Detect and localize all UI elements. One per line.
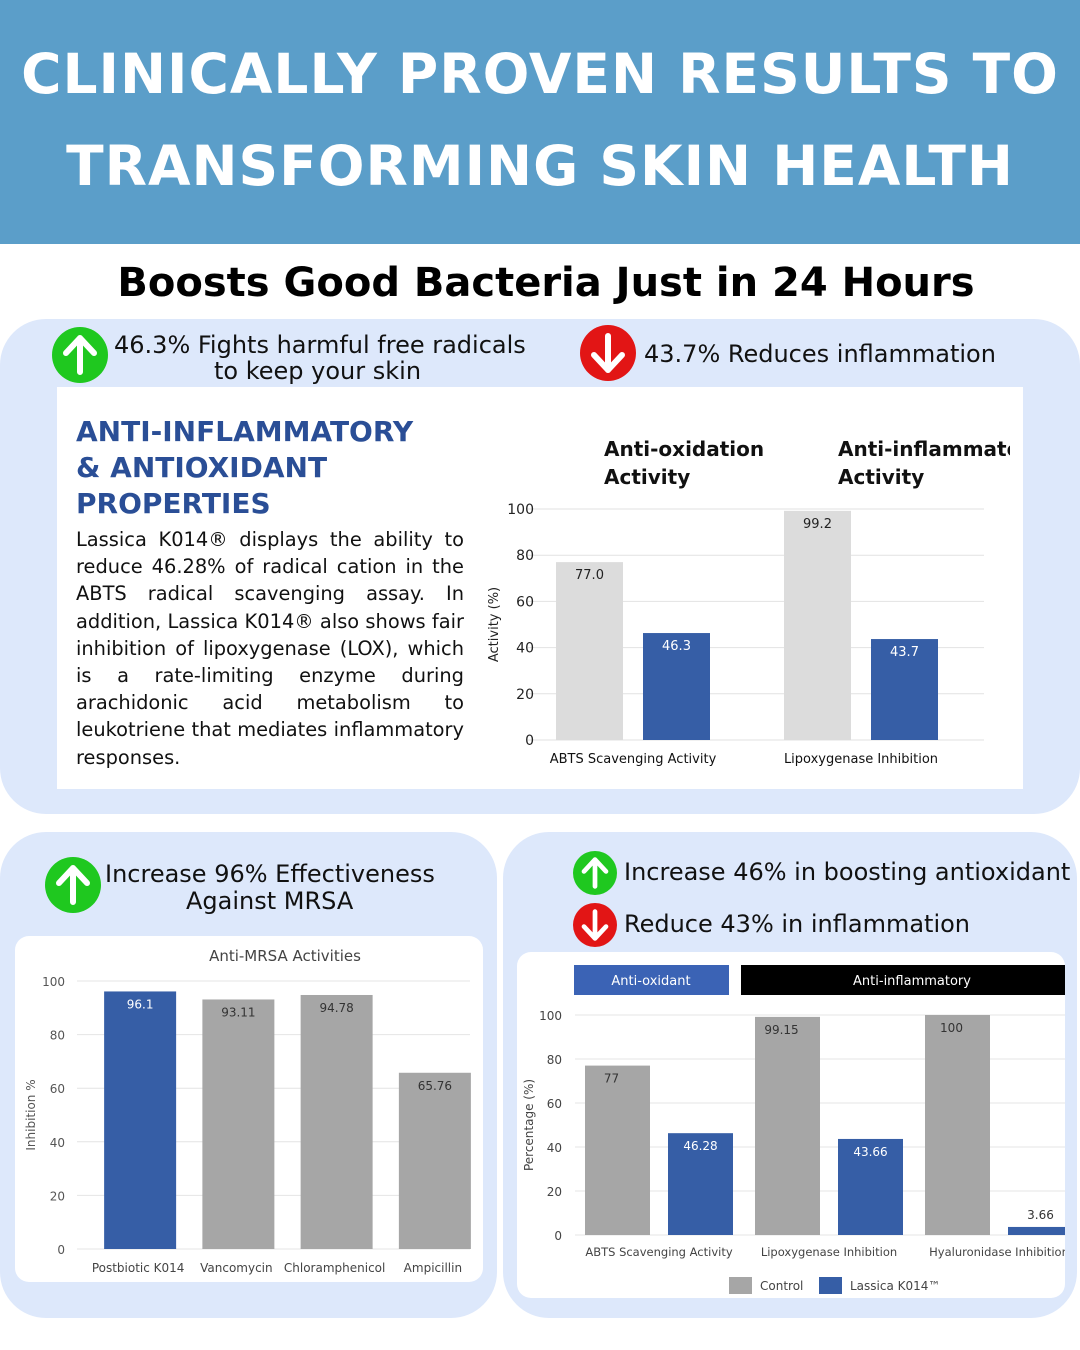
properties-card xyxy=(57,387,1023,789)
bar-value-label: 65.76 xyxy=(418,1079,452,1093)
bar xyxy=(556,562,623,740)
chart-anti-mrsa: Anti-MRSA Activities 0 20 40 60 80 100 Inhibiti… xyxy=(24,947,471,1275)
group-header-label: Anti-oxidant xyxy=(611,974,690,989)
group-header-label: Anti-inflammatory xyxy=(853,974,971,989)
properties-title-line: & ANTIOXIDANT xyxy=(76,451,328,484)
bar xyxy=(300,994,373,1249)
bar xyxy=(398,1072,471,1249)
bar xyxy=(1008,1226,1065,1235)
arrow-down-icon xyxy=(573,903,617,947)
bar xyxy=(202,999,275,1249)
bar xyxy=(668,1133,733,1235)
arrow-up-icon xyxy=(52,327,108,383)
y-tick-label: 40 xyxy=(547,1141,562,1155)
chart-title: Anti-MRSA Activities xyxy=(209,947,361,965)
y-tick-label: 0 xyxy=(554,1229,562,1243)
y-axis-label: Activity (%) xyxy=(487,587,502,662)
arrow-up-icon xyxy=(45,857,101,913)
x-tick-label: ABTS Scavenging Activity xyxy=(550,752,717,767)
y-tick-label: 80 xyxy=(547,1053,562,1067)
y-tick-label: 0 xyxy=(57,1243,65,1257)
legend-label: Control xyxy=(760,1279,803,1293)
bar xyxy=(104,991,177,1249)
y-tick-label: 80 xyxy=(50,1029,65,1043)
x-tick-label: Lipoxygenase Inhibition xyxy=(784,752,938,767)
y-tick-label: 100 xyxy=(507,502,534,518)
claim-free-radicals-line-2: to keep your skin xyxy=(214,357,422,385)
chart-control-vs-lassica: Anti-oxidant Anti-inflammatory 0 20 40 60 80 10… xyxy=(522,965,1065,1294)
bar-value-label: 77 xyxy=(604,1072,619,1086)
y-tick-label: 60 xyxy=(50,1082,65,1096)
legend-swatch xyxy=(819,1277,842,1294)
bar-value-label: 100 xyxy=(940,1021,963,1035)
bar-value-label: 46.3 xyxy=(662,639,691,654)
claim-mrsa-line-1: Increase 96% Effectiveness xyxy=(105,860,435,888)
properties-title-line: PROPERTIES xyxy=(76,487,271,520)
bar-value-label: 96.1 xyxy=(127,997,154,1011)
y-axis-label: Percentage (%) xyxy=(522,1079,536,1171)
group-title: Anti-inflammatory xyxy=(838,437,1010,461)
legend-swatch xyxy=(729,1277,752,1294)
y-tick-label: 60 xyxy=(516,594,534,610)
bar-value-label: 43.7 xyxy=(890,645,919,660)
claim-reduces-inflammation: 43.7% Reduces inflammation xyxy=(644,340,996,368)
x-tick-label: Hyaluronidase Inhibition xyxy=(929,1245,1065,1259)
y-tick-label: 20 xyxy=(50,1189,65,1203)
bar xyxy=(784,510,851,740)
y-tick-label: 40 xyxy=(50,1136,65,1150)
y-tick-label: 60 xyxy=(547,1097,562,1111)
x-tick-label: Ampicillin xyxy=(404,1261,462,1275)
claim-free-radicals-line-1: 46.3% Fights harmful free radicals xyxy=(114,331,526,359)
bar xyxy=(585,1065,650,1235)
x-tick-label: Postbiotic K014 xyxy=(92,1261,185,1275)
group-header-antioxidant xyxy=(574,965,729,995)
bar-value-label: 99.2 xyxy=(803,517,832,532)
y-tick-label: 40 xyxy=(516,641,534,657)
bar xyxy=(755,1016,820,1235)
properties-title: ANTI-INFLAMMATORY & ANTIOXIDANT PROPERTI… xyxy=(76,414,456,522)
x-tick-label: Vancomycin xyxy=(200,1261,273,1275)
x-tick-label: Chloramphenicol xyxy=(284,1261,385,1275)
y-tick-label: 80 xyxy=(516,548,534,564)
arrow-down-icon xyxy=(580,325,636,381)
group-header-antiinflammatory xyxy=(741,965,1065,995)
bar-value-label: 3.66 xyxy=(1027,1208,1054,1222)
x-tick-label: ABTS Scavenging Activity xyxy=(585,1245,733,1259)
legend-label: Lassica K014™ xyxy=(850,1279,940,1293)
group-title: Anti-oxidation xyxy=(604,437,764,461)
chart-anti-oxidation-inflammation: 0 20 40 60 80 100 Activity (%) 77.0 46.3 ABTS Sca… xyxy=(487,437,1010,767)
bar-value-label: 94.78 xyxy=(319,1001,353,1015)
y-tick-label: 0 xyxy=(525,733,534,749)
properties-title-line: ANTI-INFLAMMATORY xyxy=(76,415,414,448)
y-tick-label: 20 xyxy=(516,687,534,703)
header-banner: CLINICALLY PROVEN RESULTS TO TRANSFORMIN… xyxy=(0,0,1080,244)
arrow-up-icon xyxy=(573,851,617,895)
y-tick-label: 100 xyxy=(539,1009,562,1023)
header-title-line-2: TRANSFORMING SKIN HEALTH xyxy=(66,134,1014,198)
claim-reduce-inflammation: Reduce 43% in inflammation xyxy=(624,910,971,938)
group-title: Activity xyxy=(838,465,924,489)
page-subtitle: Boosts Good Bacteria Just in 24 Hours xyxy=(117,260,975,306)
x-tick-label: Lipoxygenase Inhibition xyxy=(761,1245,897,1259)
header-title-line-1: CLINICALLY PROVEN RESULTS TO xyxy=(21,42,1059,106)
y-tick-label: 20 xyxy=(547,1185,562,1199)
bar-value-label: 93.11 xyxy=(221,1005,255,1019)
bar-value-label: 99.15 xyxy=(764,1023,798,1037)
bar-value-label: 43.66 xyxy=(853,1145,887,1159)
claim-mrsa-line-2: Against MRSA xyxy=(186,887,354,915)
properties-description: Lassica K014® displays the ability to re… xyxy=(76,528,464,769)
bar xyxy=(871,639,938,740)
bar-value-label: 46.28 xyxy=(683,1139,717,1153)
y-axis-label: Inhibition % xyxy=(24,1079,38,1150)
bar xyxy=(643,633,710,740)
bar-value-label: 77.0 xyxy=(575,568,604,583)
claim-boost-antioxidant: Increase 46% in boosting antioxidant xyxy=(624,858,1071,886)
bar xyxy=(838,1138,903,1235)
group-title: Activity xyxy=(604,465,690,489)
bar xyxy=(925,1015,990,1235)
y-tick-label: 100 xyxy=(42,975,65,989)
